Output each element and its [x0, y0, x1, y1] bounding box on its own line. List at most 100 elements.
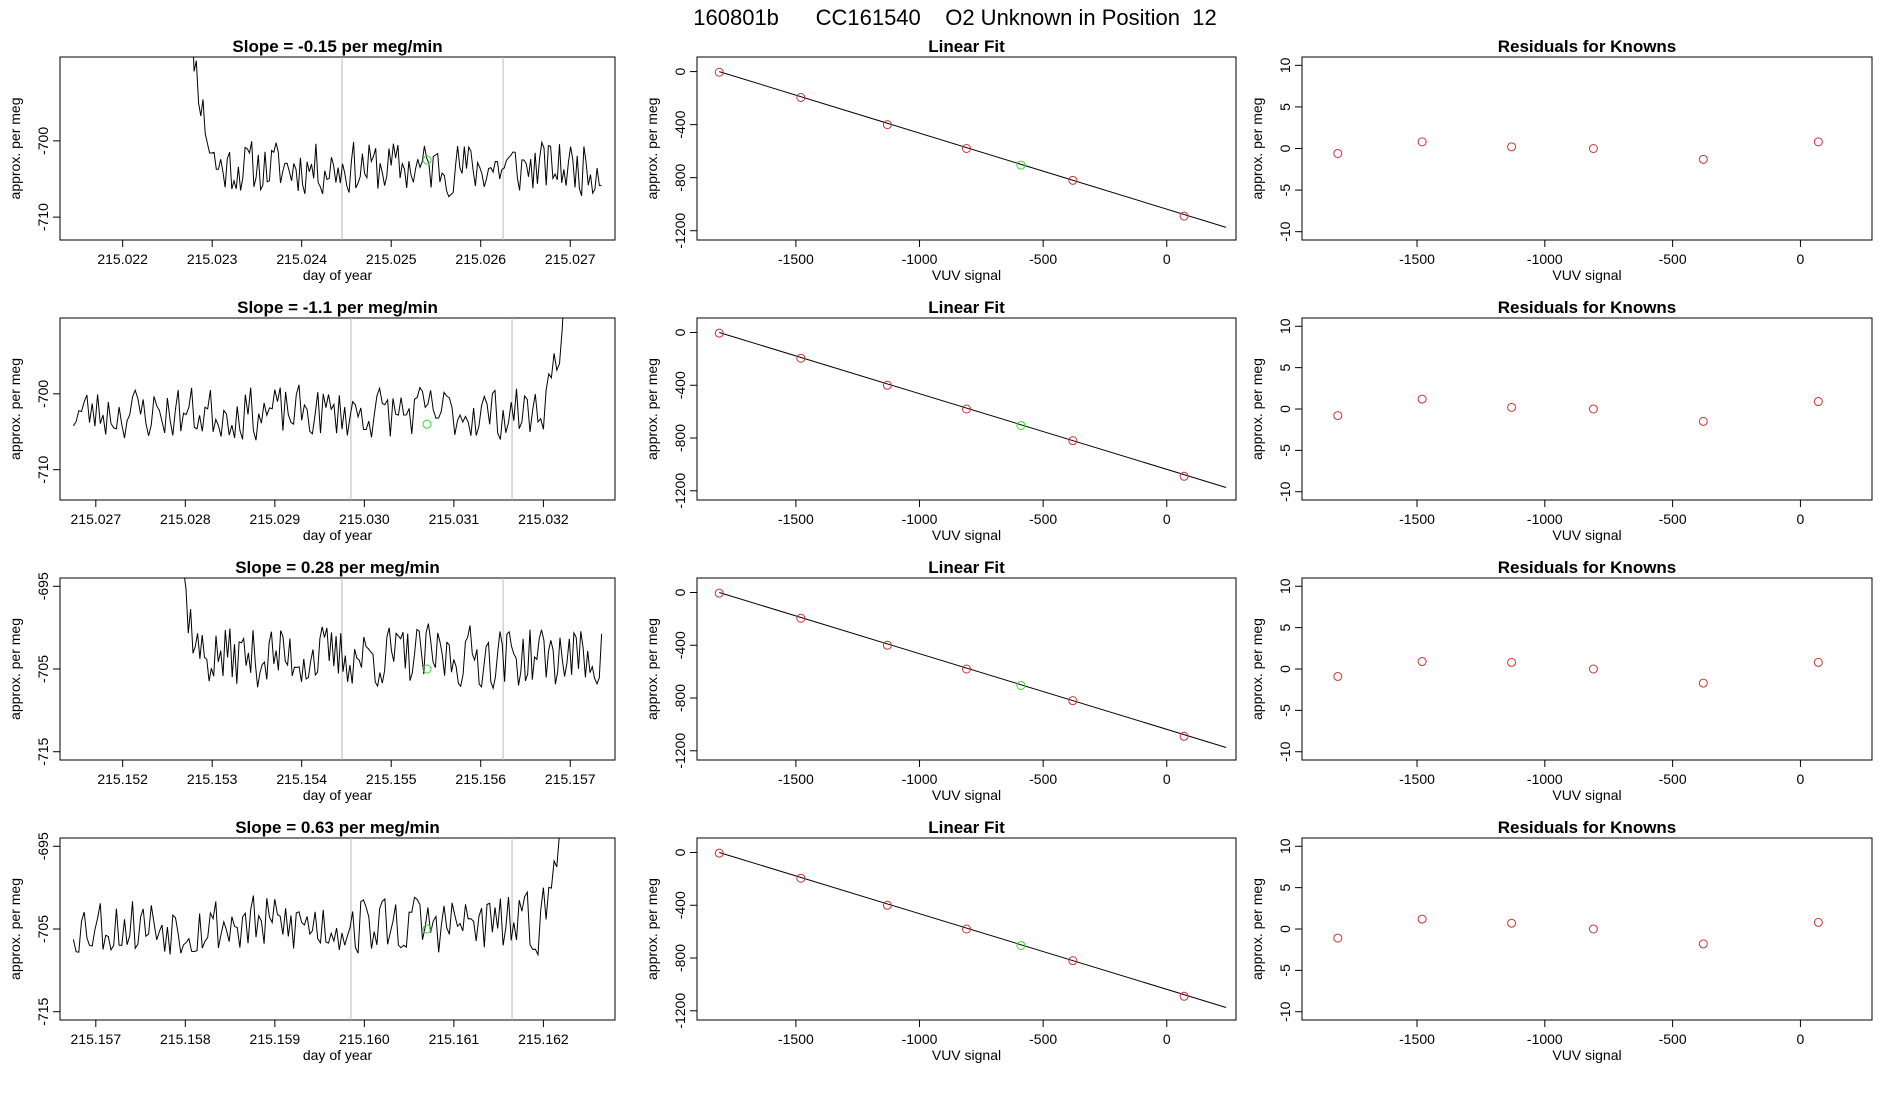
y-tick-label: -705	[35, 655, 51, 683]
x-tick-label: 215.022	[97, 251, 148, 267]
plot-frame	[59, 56, 616, 241]
x-tick-label: -1500	[1399, 1031, 1435, 1047]
y-tick-label: 0	[672, 328, 688, 336]
y-tick-label: -1200	[672, 213, 688, 249]
plot-frame	[696, 56, 1237, 241]
x-tick-label: -500	[1659, 251, 1687, 267]
x-tick-label: 0	[1163, 251, 1171, 267]
known-point	[882, 640, 892, 650]
y-tick-label: -5	[1277, 444, 1293, 457]
data-series-line	[72, 838, 560, 957]
x-tick-label: 0	[1797, 511, 1805, 527]
y-tick-label: -705	[35, 915, 51, 943]
known-point	[796, 613, 806, 623]
known-point	[1588, 404, 1598, 414]
known-point	[962, 664, 971, 674]
known-point	[1698, 154, 1708, 164]
x-tick-label: -1000	[902, 251, 938, 267]
known-point	[1507, 657, 1517, 667]
y-axis-label: approx. per meg	[1249, 878, 1265, 980]
x-tick-label: 215.031	[429, 511, 480, 527]
unknown-point	[1016, 160, 1026, 170]
y-tick-label: 0	[1277, 925, 1293, 933]
plot-frame	[59, 837, 616, 1021]
y-tick-label: -5	[1277, 704, 1293, 717]
y-tick-label: -400	[672, 371, 688, 399]
known-point	[1068, 956, 1078, 966]
known-point	[714, 328, 724, 338]
x-tick-label: -500	[1029, 1031, 1057, 1047]
known-point	[1813, 397, 1823, 407]
panel-r1-c0: Slope = -1.1 per meg/min 215.027 215.028 21…	[7, 298, 616, 543]
x-axis-label: VUV signal	[1552, 1047, 1621, 1063]
x-axis-label: VUV signal	[932, 527, 1001, 543]
panel-r3-c2: Residuals for Knowns -1500 -1000 -500 0 10 5 0 -…	[1249, 818, 1873, 1063]
known-point	[1333, 411, 1343, 421]
y-tick-label: 0	[672, 67, 688, 75]
known-point	[714, 67, 724, 77]
y-tick-label: -800	[672, 163, 688, 191]
panel-r3-c1: Linear Fit -1500 -1000 -500 0 0 -400 -800 -1200 V…	[644, 818, 1237, 1063]
panel-title: Residuals for Knowns	[1498, 298, 1677, 317]
known-point	[1813, 137, 1823, 147]
x-axis-label: VUV signal	[1552, 267, 1621, 283]
panel-r0-c2: Residuals for Knowns -1500 -1000 -500 0 10 5 0 -…	[1249, 37, 1873, 283]
x-tick-label: -1500	[778, 511, 814, 527]
x-tick-label: 215.160	[339, 1031, 390, 1047]
x-axis-label: day of year	[303, 1047, 373, 1063]
x-tick-label: 215.029	[250, 511, 301, 527]
plot-frame	[1301, 317, 1873, 501]
y-tick-label: 0	[1277, 144, 1293, 152]
y-tick-label: -1200	[672, 993, 688, 1029]
x-tick-label: -500	[1659, 1031, 1687, 1047]
panel-r0-c0: Slope = -0.15 per meg/min 215.022 215.023 2…	[7, 37, 616, 283]
x-tick-label: 0	[1163, 1031, 1171, 1047]
y-tick-label: -5	[1277, 184, 1293, 197]
unknown-point	[1016, 680, 1026, 690]
fit-line	[719, 71, 1227, 228]
unknown-marker	[422, 155, 432, 165]
plot-frame	[1301, 577, 1873, 761]
known-point	[1507, 142, 1517, 152]
x-tick-label: 215.156	[455, 771, 506, 787]
fit-line	[719, 592, 1227, 748]
x-tick-label: 215.023	[187, 251, 238, 267]
y-tick-label: 10	[1277, 838, 1293, 854]
y-tick-label: -700	[35, 127, 51, 155]
x-tick-label: -1000	[1527, 1031, 1563, 1047]
x-tick-label: 215.030	[339, 511, 390, 527]
y-tick-label: -10	[1277, 221, 1293, 241]
y-axis-label: approx. per meg	[1249, 358, 1265, 460]
y-tick-label: -400	[672, 631, 688, 659]
x-tick-label: 215.155	[366, 771, 417, 787]
known-point	[1179, 731, 1189, 741]
x-tick-label: -1500	[778, 251, 814, 267]
known-point	[796, 873, 806, 883]
y-axis-label: approx. per meg	[644, 98, 660, 200]
known-point	[796, 353, 806, 363]
x-tick-label: -1000	[902, 511, 938, 527]
panel-title: Linear Fit	[928, 818, 1005, 837]
data-series-line	[184, 578, 603, 691]
panel-title: Slope = -1.1 per meg/min	[237, 298, 438, 317]
x-tick-label: 215.154	[276, 771, 327, 787]
x-tick-label: -1500	[778, 1031, 814, 1047]
plot-area	[72, 838, 560, 1020]
x-axis-label: VUV signal	[932, 787, 1001, 803]
known-point	[1698, 678, 1708, 688]
panel-title: Linear Fit	[928, 37, 1005, 56]
known-point	[1333, 148, 1343, 158]
known-point	[882, 900, 892, 910]
panel-title: Slope = 0.63 per meg/min	[235, 818, 440, 837]
plot-area	[1333, 914, 1823, 949]
known-point	[1179, 211, 1189, 221]
known-point	[1417, 657, 1427, 667]
x-axis-label: VUV signal	[932, 267, 1001, 283]
known-point	[882, 380, 892, 390]
x-axis-label: VUV signal	[1552, 527, 1621, 543]
plot-area	[1333, 394, 1823, 426]
panel-r1-c1: Linear Fit -1500 -1000 -500 0 0 -400 -800 -1200 V…	[644, 298, 1237, 543]
y-tick-label: 0	[672, 588, 688, 596]
known-point	[714, 848, 724, 858]
